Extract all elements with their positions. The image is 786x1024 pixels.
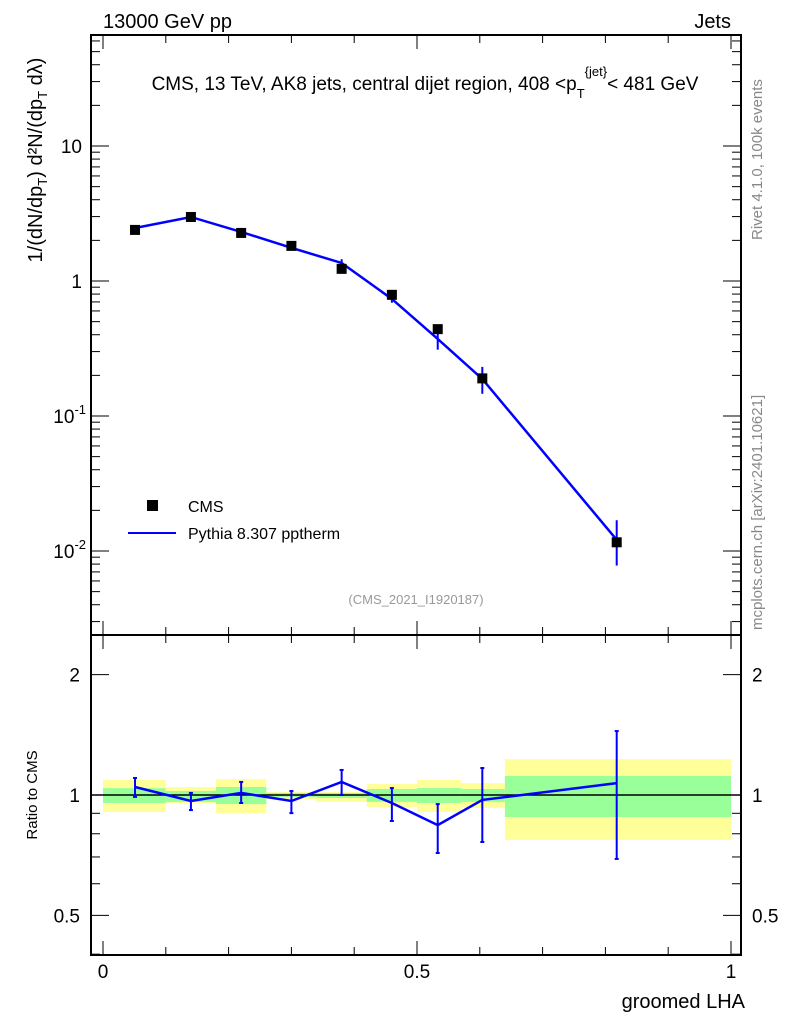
header-left: 13000 GeV pp xyxy=(103,11,232,33)
cms-data-point xyxy=(432,324,443,335)
rivet-label: Rivet 4.1.0, 100k events xyxy=(749,79,766,240)
header-right: Jets xyxy=(694,11,731,33)
cms-data-point xyxy=(185,211,196,222)
y-tick-label: 10-1 xyxy=(53,402,86,428)
legend-mc-label: Pythia 8.307 pptherm xyxy=(188,526,340,543)
y-tick-label: 10-2 xyxy=(53,537,86,563)
y-tick-label: 2 xyxy=(752,666,763,687)
band-inner xyxy=(504,775,731,818)
cms-data-point xyxy=(386,289,397,300)
y-tick-label: 1 xyxy=(71,272,82,293)
cms-data-point xyxy=(336,263,347,274)
y-tick-label: 1 xyxy=(69,786,80,807)
mcplots-label: mcplots.cern.ch [arXiv:2401.10621] xyxy=(749,395,766,630)
cms-data-point xyxy=(286,240,297,251)
cms-data-point xyxy=(236,227,247,238)
legend-cms-marker xyxy=(147,500,158,511)
cms-data-point xyxy=(611,537,622,548)
plot-title: CMS, 13 TeV, AK8 jets, central dijet reg… xyxy=(152,64,699,101)
cms-data-point xyxy=(477,373,488,384)
x-tick-label: 0.5 xyxy=(404,962,430,983)
cms-data-point xyxy=(130,224,141,235)
y-tick-label: 1 xyxy=(752,786,763,807)
x-tick-label: 0 xyxy=(98,962,109,983)
legend-cms-label: CMS xyxy=(188,499,224,516)
main-frame xyxy=(90,34,742,636)
x-tick-label: 1 xyxy=(726,962,737,983)
y-tick-label: 0.5 xyxy=(54,906,80,927)
y-axis-label-main: 1/(dN/dpT) d²N/(dpT dλ) xyxy=(25,58,50,263)
x-axis-label: groomed LHA xyxy=(622,991,746,1013)
watermark: (CMS_2021_I1920187) xyxy=(348,592,483,607)
y-tick-label: 10 xyxy=(61,137,82,158)
y-tick-label: 2 xyxy=(69,666,80,687)
y-tick-label: 0.5 xyxy=(752,906,778,927)
ratio-panel: 0 0.5 1 0.5 0.5 1 1 2 2 xyxy=(54,634,778,983)
mc-line xyxy=(134,215,618,541)
y-axis-label-ratio: Ratio to CMS xyxy=(24,750,41,839)
